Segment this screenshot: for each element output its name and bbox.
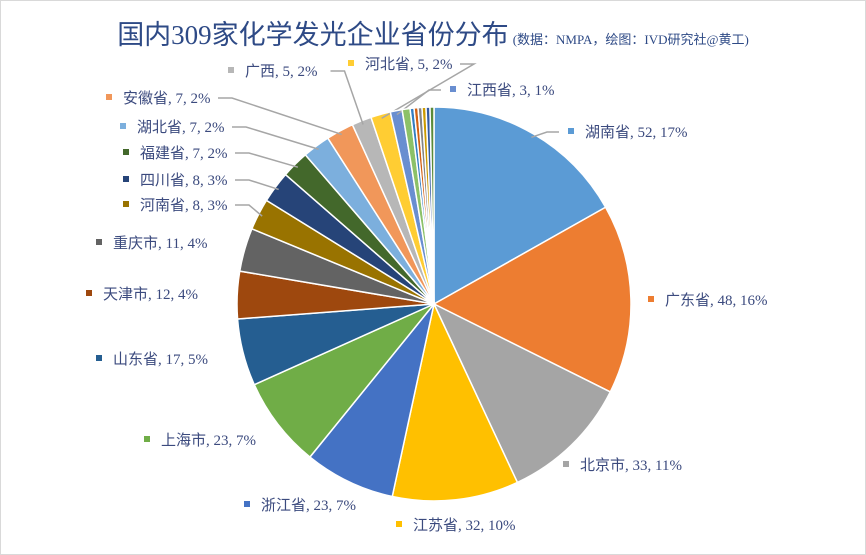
leader-line	[396, 89, 441, 116]
pie-slice	[432, 302, 612, 484]
pie-slice	[432, 206, 632, 393]
data-label: 河南省, 8, 3%	[140, 197, 228, 214]
legend-marker	[563, 461, 569, 467]
leader-line	[235, 179, 279, 191]
leader-line	[531, 131, 559, 139]
leader-line	[235, 204, 263, 217]
legend-marker	[396, 521, 402, 527]
legend-marker	[244, 501, 250, 507]
data-label: 广西, 5, 2%	[245, 63, 318, 80]
data-label: 浙江省, 23, 7%	[261, 497, 356, 514]
leader-line	[232, 126, 319, 150]
data-label: 广东省, 48, 16%	[665, 292, 768, 309]
data-label: 河北省, 5, 2%	[365, 56, 453, 73]
legend-marker	[96, 239, 102, 245]
legend-marker	[96, 355, 102, 361]
data-label: 福建省, 7, 2%	[140, 145, 228, 162]
legend-marker	[144, 436, 150, 442]
legend-marker	[123, 201, 129, 207]
data-label: 江苏省, 32, 10%	[413, 517, 516, 534]
chart-title: 国内309家化学发光企业省份分布	[117, 20, 509, 50]
data-label: 安徽省, 7, 2%	[123, 90, 211, 107]
legend-marker	[123, 149, 129, 155]
data-label: 上海市, 23, 7%	[161, 432, 256, 449]
data-label: 江西省, 3, 1%	[467, 82, 555, 99]
data-label: 北京市, 33, 11%	[580, 457, 682, 474]
legend-marker	[228, 67, 234, 73]
legend-marker	[568, 128, 574, 134]
legend-marker	[450, 86, 456, 92]
data-label: 四川省, 8, 3%	[140, 172, 228, 189]
data-label: 湖南省, 52, 17%	[585, 124, 688, 141]
legend-marker	[648, 296, 654, 302]
leader-line	[381, 63, 477, 119]
legend-marker	[106, 94, 112, 100]
pie-slice	[429, 106, 435, 305]
chart-subtitle: (数据：NMPA，绘图：IVD研究社@黄工)	[512, 32, 749, 47]
leader-line	[235, 152, 299, 168]
legend-marker	[86, 290, 92, 296]
leader-line	[218, 97, 343, 136]
chart-title-block: 国内309家化学发光企业省份分布 (数据：NMPA，绘图：IVD研究社@黄工)	[1, 13, 865, 52]
data-label: 山东省, 17, 5%	[113, 351, 208, 368]
pie-slice	[433, 106, 607, 306]
leader-line	[330, 70, 364, 125]
legend-marker	[120, 123, 126, 129]
legend-marker	[348, 60, 354, 66]
data-label: 天津市, 12, 4%	[103, 286, 198, 303]
data-label: 湖北省, 7, 2%	[137, 119, 225, 136]
legend-marker	[123, 176, 129, 182]
data-label: 重庆市, 11, 4%	[113, 235, 207, 252]
